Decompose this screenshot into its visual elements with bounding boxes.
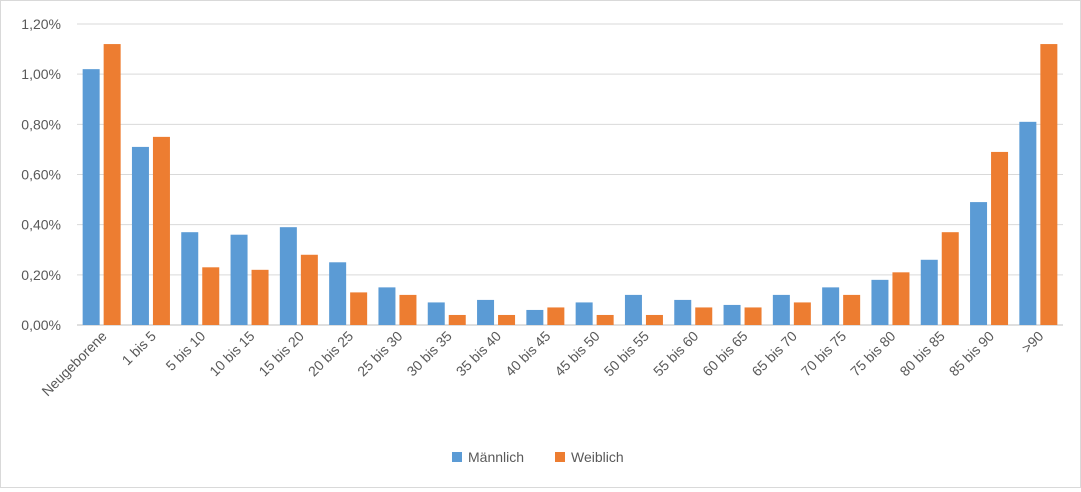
- legend-label: Weiblich: [571, 449, 624, 465]
- bar-weiblich: [448, 314, 466, 325]
- bar-m-nnlich: [82, 69, 100, 326]
- x-tick-label: 15 bis 20: [255, 328, 307, 380]
- bar-m-nnlich: [230, 234, 248, 325]
- bar-weiblich: [645, 314, 663, 325]
- x-tick-label: 40 bis 45: [502, 328, 554, 380]
- bar-weiblich: [300, 254, 318, 325]
- x-tick-label: >90: [1018, 328, 1046, 356]
- bar-weiblich: [498, 314, 516, 325]
- bar-weiblich: [350, 292, 368, 325]
- bar-m-nnlich: [920, 259, 938, 325]
- x-tick-label: 70 bis 75: [798, 328, 850, 380]
- bar-m-nnlich: [131, 146, 149, 325]
- bar-m-nnlich: [477, 299, 495, 325]
- bar-weiblich: [941, 232, 959, 325]
- legend-swatch-m-nnlich: [452, 452, 462, 462]
- x-tick-label: 5 bis 10: [162, 328, 208, 374]
- bar-m-nnlich: [329, 262, 347, 325]
- bar-m-nnlich: [674, 299, 692, 325]
- bar-weiblich: [991, 151, 1009, 325]
- x-tick-label: 25 bis 30: [354, 328, 406, 380]
- bar-weiblich: [596, 314, 614, 325]
- x-tick-label: 85 bis 90: [946, 328, 998, 380]
- bar-weiblich: [251, 269, 269, 325]
- x-tick-label: 65 bis 70: [748, 328, 800, 380]
- y-tick-label: 1,20%: [21, 16, 61, 32]
- bar-weiblich: [892, 272, 910, 325]
- bar-m-nnlich: [723, 304, 741, 325]
- y-tick-label: 0,40%: [21, 217, 61, 233]
- x-tick-label: 80 bis 85: [896, 328, 948, 380]
- y-tick-label: 0,00%: [21, 317, 61, 333]
- x-tick-label: 35 bis 40: [453, 328, 505, 380]
- x-tick-label: 10 bis 15: [206, 328, 258, 380]
- x-tick-label: 60 bis 65: [699, 328, 751, 380]
- bar-m-nnlich: [279, 227, 297, 325]
- x-tick-label: 45 bis 50: [551, 328, 603, 380]
- bar-weiblich: [399, 294, 417, 325]
- x-tick-label: 20 bis 25: [305, 328, 357, 380]
- bar-m-nnlich: [526, 309, 544, 325]
- x-tick-label: 55 bis 60: [650, 328, 702, 380]
- y-tick-label: 0,60%: [21, 167, 61, 183]
- bar-m-nnlich: [181, 232, 199, 325]
- bar-weiblich: [695, 307, 713, 325]
- x-tick-label: 30 bis 35: [403, 328, 455, 380]
- bar-weiblich: [152, 136, 170, 325]
- x-tick-label: 1 bis 5: [119, 328, 160, 369]
- bar-weiblich: [843, 294, 861, 325]
- bar-m-nnlich: [624, 294, 642, 325]
- legend-swatch-weiblich: [555, 452, 565, 462]
- bar-m-nnlich: [1019, 121, 1037, 325]
- bar-m-nnlich: [427, 302, 445, 325]
- bar-m-nnlich: [871, 279, 889, 325]
- x-tick-label: Neugeborene: [38, 328, 109, 399]
- bar-weiblich: [202, 267, 220, 325]
- bar-m-nnlich: [575, 302, 593, 325]
- y-tick-label: 1,00%: [21, 66, 61, 82]
- x-tick-label: 75 bis 80: [847, 328, 899, 380]
- bar-weiblich: [793, 302, 811, 325]
- x-tick-label: 50 bis 55: [601, 328, 653, 380]
- bar-m-nnlich: [970, 202, 988, 325]
- bar-m-nnlich: [772, 294, 790, 325]
- legend-label: Männlich: [468, 449, 524, 465]
- bar-weiblich: [744, 307, 762, 325]
- bar-weiblich: [1040, 44, 1058, 326]
- bar-m-nnlich: [822, 287, 840, 325]
- bar-m-nnlich: [378, 287, 396, 325]
- y-tick-label: 0,20%: [21, 267, 61, 283]
- y-tick-label: 0,80%: [21, 116, 61, 132]
- bar-weiblich: [547, 307, 565, 325]
- bar-weiblich: [103, 44, 121, 326]
